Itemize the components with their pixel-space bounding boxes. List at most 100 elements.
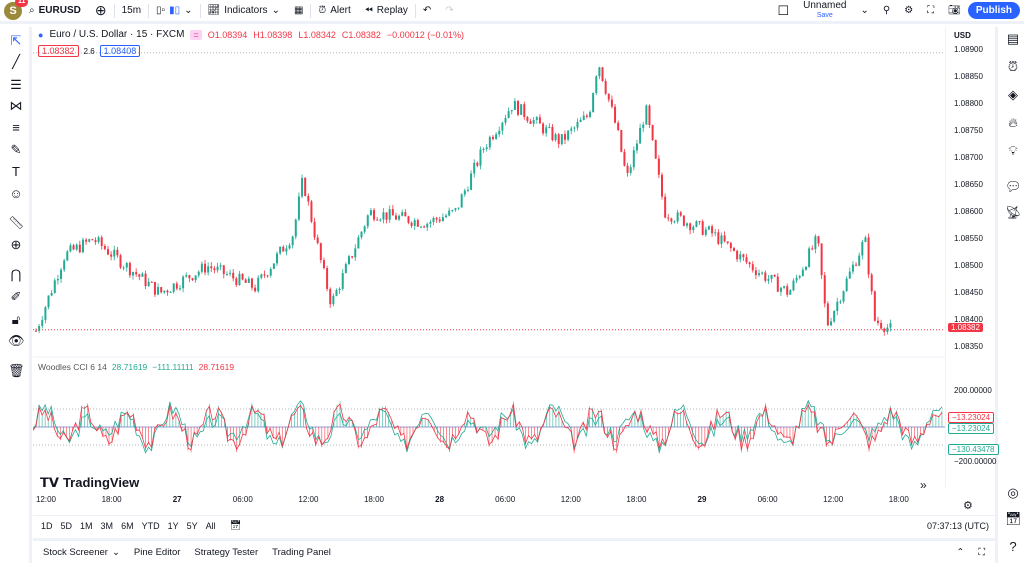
- candle: [711, 226, 714, 234]
- range-1y[interactable]: 1Y: [167, 520, 179, 531]
- alert-button[interactable]: ⏰︎ Alert: [318, 5, 351, 16]
- layers-icon[interactable]: ◈: [1008, 87, 1018, 102]
- hotlist-icon[interactable]: 🔥︎: [1008, 115, 1018, 130]
- symbol-search[interactable]: ⌕ EURUSD: [29, 5, 81, 16]
- goto-date-icon[interactable]: 📅︎: [229, 520, 242, 530]
- candle: [851, 264, 854, 272]
- range-5d[interactable]: 5D: [60, 520, 73, 531]
- candle: [617, 122, 620, 131]
- maximize-panel-icon[interactable]: ⛶: [978, 546, 985, 558]
- sell-button[interactable]: 1.08382: [38, 45, 79, 57]
- price-axis[interactable]: USD 1.08900 1.08850 1.08800 1.08750 1.08700 1…: [945, 27, 999, 487]
- redo-button[interactable]: ↷: [438, 0, 460, 23]
- magnet-icon[interactable]: ⋂: [10, 267, 22, 282]
- price-label: 1.08600: [954, 207, 983, 216]
- text-icon[interactable]: T: [12, 164, 20, 179]
- brush-icon[interactable]: ✎: [10, 142, 22, 157]
- tradingview-logo[interactable]: 𝗧𝗩 TradingView: [40, 475, 140, 490]
- undo-button[interactable]: ↶: [416, 0, 438, 23]
- replay-button[interactable]: ⏪︎ Replay: [364, 5, 408, 16]
- bar-style-button[interactable]: ▯▫ ▮▯ ⌄: [149, 0, 199, 23]
- ideas-icon[interactable]: 💡︎: [1008, 143, 1018, 158]
- quick-search-button[interactable]: ⚲: [876, 0, 897, 23]
- chat-icon[interactable]: 💬︎: [1005, 179, 1022, 194]
- lock-icon[interactable]: 🔓︎: [11, 312, 21, 327]
- range-1d[interactable]: 1D: [41, 520, 53, 531]
- settings-gear-icon[interactable]: ⚙: [963, 500, 973, 512]
- candle: [178, 288, 181, 290]
- trend-line-icon[interactable]: ╱: [12, 54, 20, 69]
- collapse-panel-icon[interactable]: ⌃: [956, 546, 965, 558]
- candle: [545, 127, 548, 134]
- candle: [479, 149, 482, 166]
- horizontal-lines-icon[interactable]: ☰: [10, 77, 22, 92]
- candle: [413, 220, 416, 226]
- candle: [385, 212, 388, 220]
- cursor-icon[interactable]: ⇱: [10, 33, 22, 48]
- settings-button[interactable]: ⚙: [897, 0, 920, 23]
- compare-button[interactable]: ⊕: [88, 0, 114, 23]
- candle: [676, 212, 679, 222]
- layout-name[interactable]: Unnamed Save: [803, 0, 847, 19]
- watchlist-icon[interactable]: ▤: [1006, 31, 1020, 46]
- pattern-icon[interactable]: ⋈: [9, 98, 23, 113]
- trash-icon[interactable]: 🗑︎: [8, 363, 25, 378]
- chart-canvas[interactable]: [33, 27, 945, 495]
- range-ytd[interactable]: YTD: [141, 520, 160, 531]
- indicators-button[interactable]: 📈︎ Indicators ⌄: [207, 5, 280, 16]
- candle: [833, 311, 836, 322]
- snapshot-button[interactable]: 📷︎: [941, 0, 968, 23]
- calendar-icon[interactable]: 📅︎: [1005, 511, 1022, 526]
- clock[interactable]: 07:37:13 (UTC): [926, 520, 989, 531]
- candle: [661, 174, 663, 197]
- range-all[interactable]: All: [205, 520, 216, 531]
- time-label: 29: [697, 495, 707, 504]
- scroll-to-realtime-icon[interactable]: »: [920, 478, 927, 492]
- candle: [714, 232, 717, 234]
- candle: [56, 278, 59, 281]
- chevron-down-icon[interactable]: ⌄: [860, 5, 869, 16]
- interval-button[interactable]: 15m: [121, 5, 142, 16]
- candle: [504, 118, 507, 123]
- candle: [169, 291, 172, 293]
- price-label: 1.08700: [954, 153, 983, 162]
- range-3m[interactable]: 3M: [100, 520, 114, 531]
- publish-button[interactable]: Publish: [967, 2, 1020, 19]
- eye-icon[interactable]: 👁︎: [8, 333, 25, 348]
- templates-button[interactable]: ▦: [287, 0, 310, 23]
- fib-icon[interactable]: ≡: [12, 120, 20, 135]
- range-6m[interactable]: 6M: [121, 520, 134, 531]
- tab-stock-screener[interactable]: Stock Screener: [43, 546, 108, 558]
- help-icon[interactable]: ?: [1009, 539, 1017, 554]
- symbol-title[interactable]: Euro / U.S. Dollar · 15 · FXCM: [49, 29, 185, 40]
- candle: [861, 241, 864, 256]
- chevron-down-icon[interactable]: ⌄: [111, 546, 120, 558]
- target-icon[interactable]: ◎: [1007, 485, 1019, 500]
- candle: [889, 323, 892, 328]
- broadcast-icon[interactable]: 📡︎: [1005, 205, 1022, 220]
- tab-pine-editor[interactable]: Pine Editor: [133, 546, 181, 558]
- candle: [445, 215, 448, 218]
- candle: [679, 212, 682, 216]
- indicator-legend[interactable]: Woodles CCI 6 14 28.71619 −111.11111 28.…: [38, 362, 235, 372]
- avatar[interactable]: S 11: [4, 0, 29, 20]
- candle: [751, 264, 754, 271]
- emoji-icon[interactable]: ☺: [9, 186, 23, 201]
- buy-button[interactable]: 1.08408: [99, 45, 141, 57]
- candle: [335, 290, 338, 296]
- fullscreen-button[interactable]: ⛶: [920, 0, 941, 23]
- tab-trading-panel[interactable]: Trading Panel: [272, 546, 331, 558]
- candle: [557, 134, 560, 145]
- candle: [357, 237, 360, 249]
- candle: [563, 134, 566, 140]
- alerts-icon[interactable]: ⏰︎: [1007, 59, 1019, 74]
- layout-button[interactable]: ☐: [770, 0, 796, 23]
- range-1m[interactable]: 1M: [80, 520, 93, 531]
- currency-select[interactable]: USD: [954, 31, 971, 40]
- tab-strategy-tester[interactable]: Strategy Tester: [194, 546, 259, 558]
- lock-drawing-icon[interactable]: ✐: [10, 289, 22, 304]
- ruler-icon[interactable]: 📏︎: [8, 215, 25, 230]
- range-5y[interactable]: 5Y: [186, 520, 198, 531]
- zoom-in-icon[interactable]: ⊕: [10, 237, 22, 252]
- time-axis[interactable]: 12:00 18:00 27 06:00 12:00 18:00 28 06:00 12:00 1…: [33, 495, 945, 511]
